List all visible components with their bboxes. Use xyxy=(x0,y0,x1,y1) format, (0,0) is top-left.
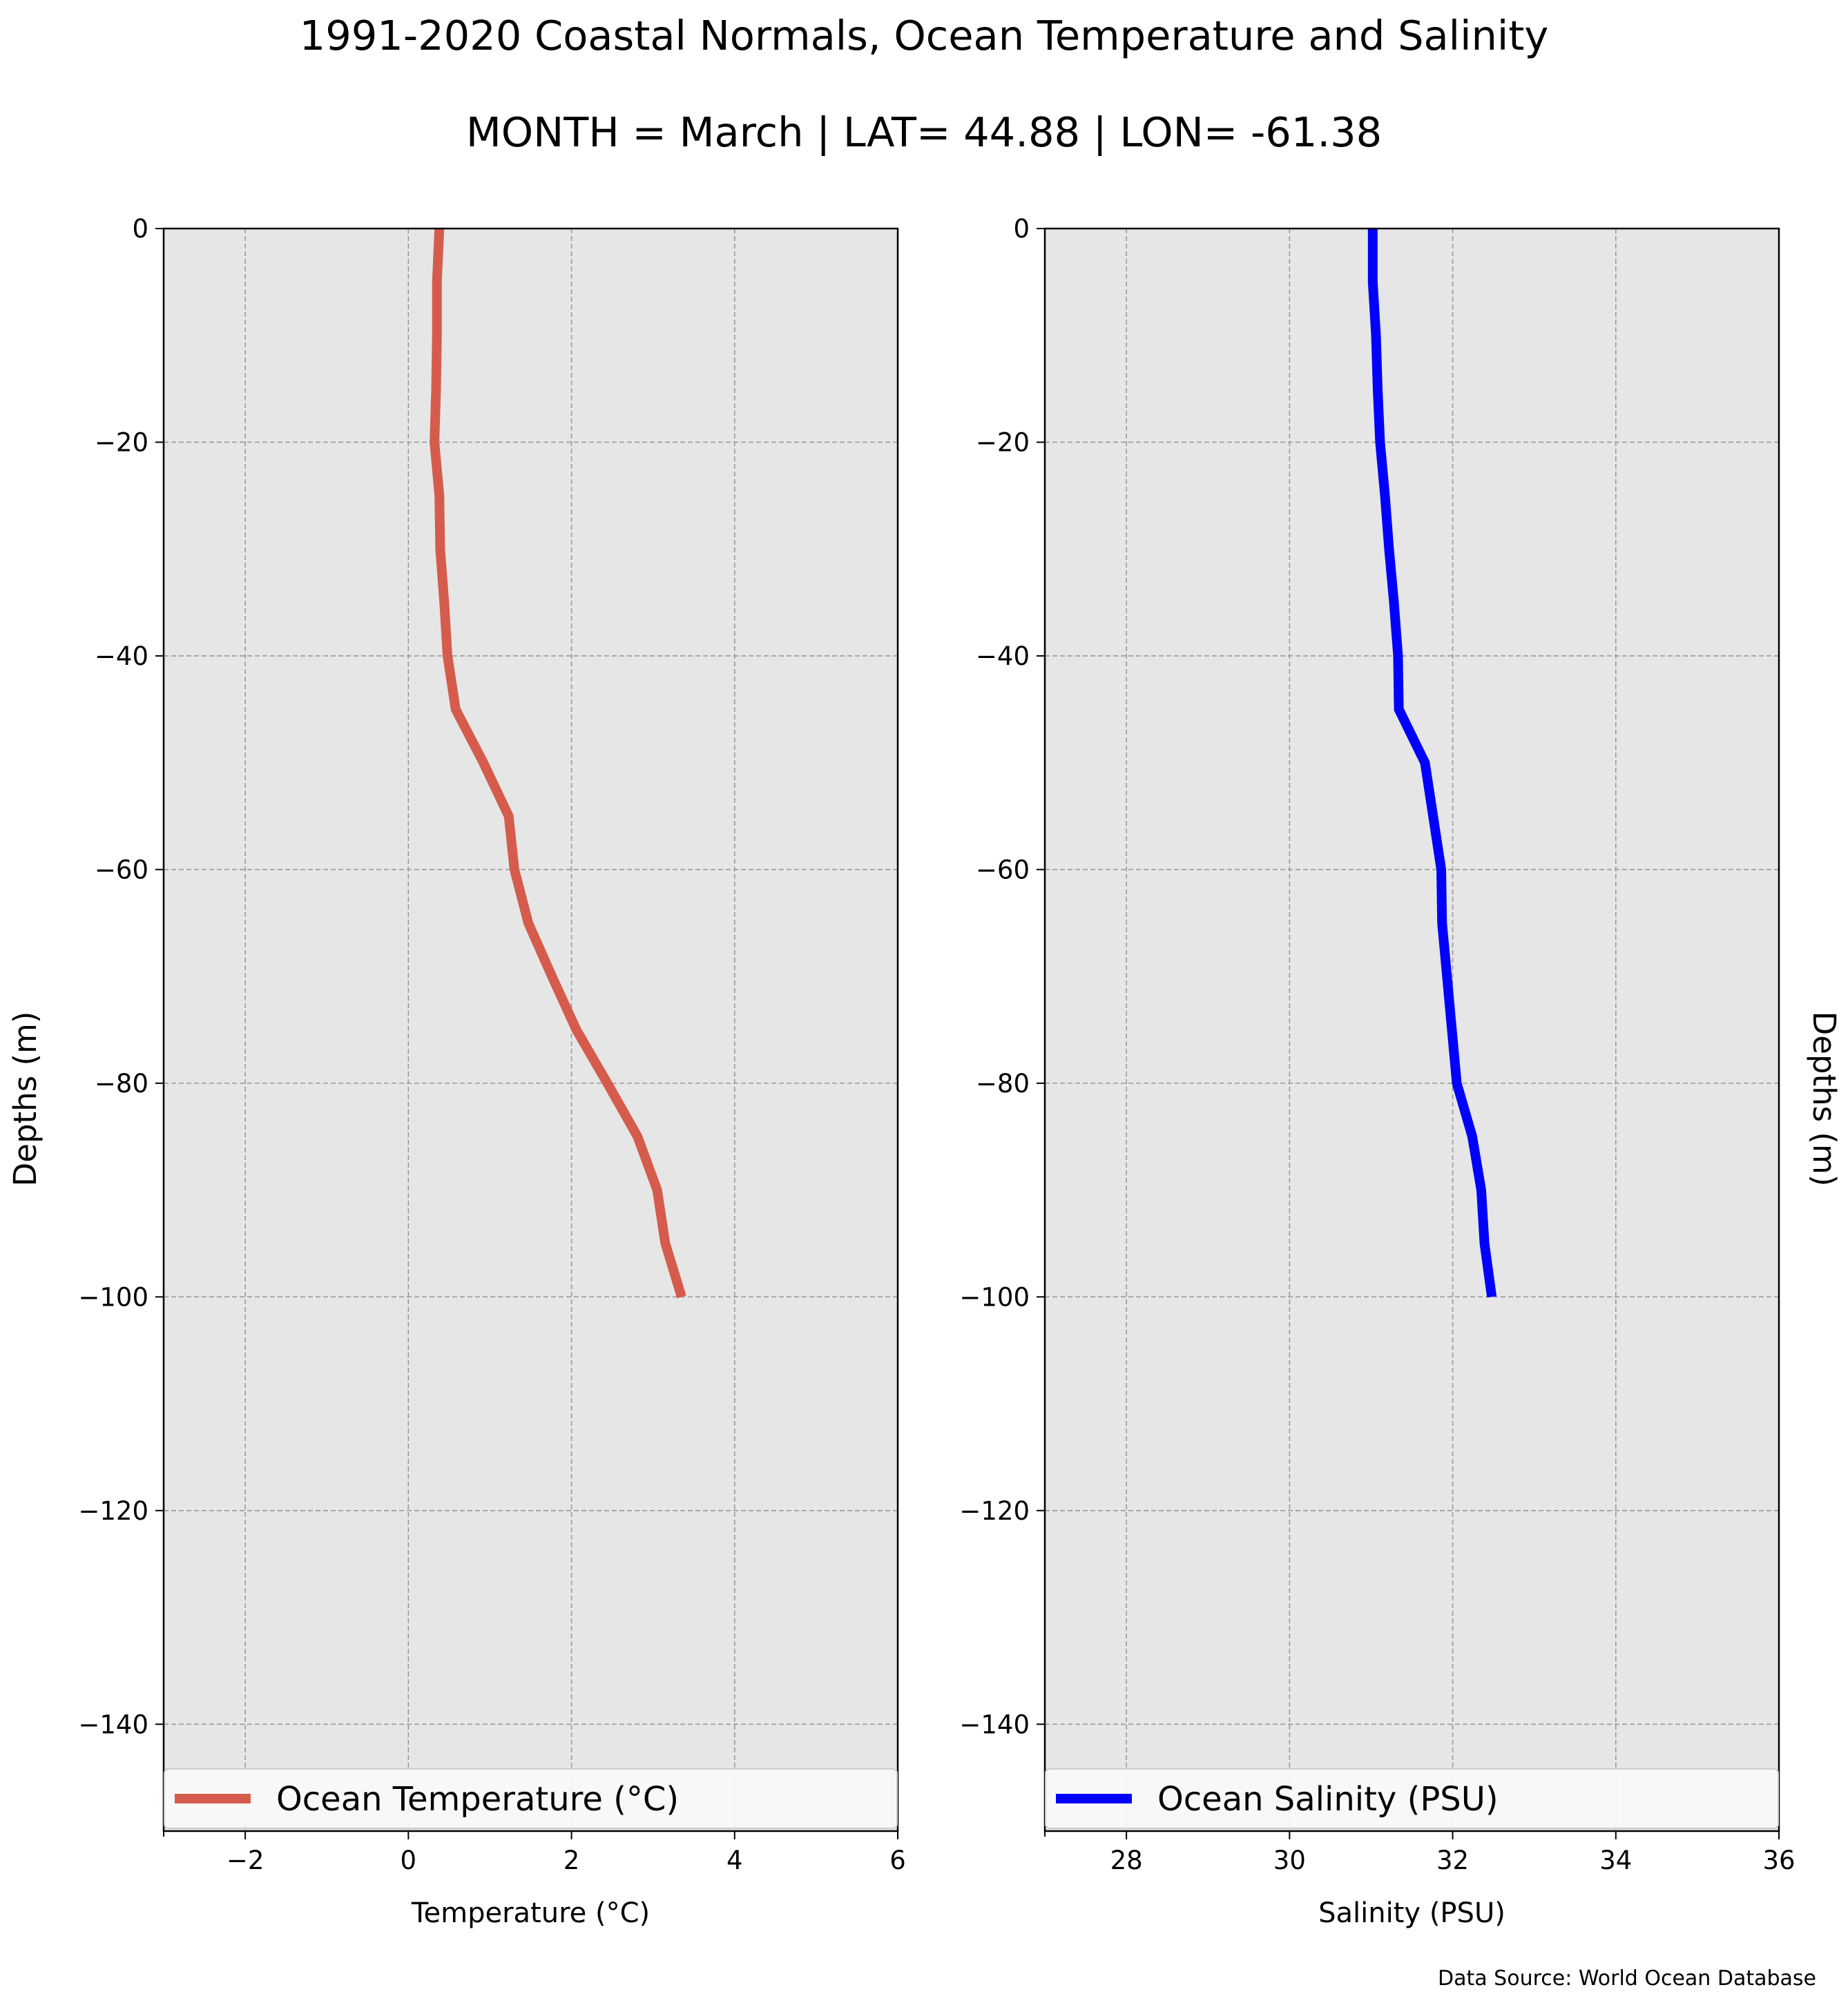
salinity-data-point xyxy=(1471,1136,1473,1138)
temperature-legend-label: Ocean Temperature (°C) xyxy=(276,1780,679,1819)
salinity-data-point xyxy=(1456,1082,1458,1084)
temperature-ytick-label: −140 xyxy=(78,1710,148,1739)
salinity-data-point xyxy=(1432,815,1434,817)
salinity-data-point xyxy=(1375,334,1377,336)
salinity-ytick-label: 0 xyxy=(1013,214,1030,244)
salinity-ytick-label: −40 xyxy=(976,641,1030,671)
salinity-data-point xyxy=(1398,708,1400,710)
salinity-data-point xyxy=(1379,441,1381,443)
temperature-data-point xyxy=(681,1296,683,1298)
temperature-ytick-label: −120 xyxy=(78,1496,148,1526)
temperature-data-point xyxy=(436,334,438,336)
salinity-yaxis-label: Depths (m) xyxy=(1806,1012,1842,1187)
salinity-data-point xyxy=(1393,601,1395,603)
temperature-plot-area xyxy=(164,229,898,1831)
temperature-data-point xyxy=(443,601,445,603)
salinity-ytick-label: −120 xyxy=(959,1496,1030,1526)
salinity-xtick-label: 32 xyxy=(1436,1846,1469,1875)
salinity-data-point xyxy=(1441,869,1443,871)
salinity-xtick-label: 36 xyxy=(1762,1846,1795,1875)
temperature-data-point xyxy=(482,762,484,764)
temperature-data-point xyxy=(575,1029,577,1031)
salinity-ytick-label: −100 xyxy=(959,1282,1030,1312)
figure-title: 1991-2020 Coastal Normals, Ocean Tempera… xyxy=(300,12,1549,59)
temperature-xtick-label: 6 xyxy=(889,1846,906,1875)
temperature-ytick-label: −20 xyxy=(95,427,148,457)
temperature-data-point xyxy=(436,281,438,283)
temperature-data-point xyxy=(439,548,441,550)
temperature-series-line xyxy=(430,228,686,1299)
salinity-xtick-label: 28 xyxy=(1110,1846,1143,1875)
salinity-legend-box xyxy=(1045,1768,1779,1829)
salinity-data-point xyxy=(1376,388,1378,390)
salinity-ytick-label: −60 xyxy=(976,855,1030,884)
temperature-data-point xyxy=(454,708,456,710)
temperature-xtick-label: 2 xyxy=(564,1846,580,1875)
temperature-data-point xyxy=(656,1189,658,1191)
salinity-series-line xyxy=(1367,229,1497,1298)
temperature-ytick-label: 0 xyxy=(132,214,148,244)
temperature-data-point xyxy=(447,655,449,657)
temperature-data-point xyxy=(606,1082,608,1084)
temperature-legend-box xyxy=(164,1768,898,1829)
salinity-panel: 28 30 32 34 36 0 −20 −40 −60 −80 −100 −120 −140 Salin… xyxy=(959,214,1842,1929)
salinity-ytick-label: −140 xyxy=(959,1710,1030,1739)
figure-subtitle: MONTH = March | LAT= 44.88 | LON= -61.38 xyxy=(466,108,1382,156)
temperature-xtick-label: −2 xyxy=(227,1846,264,1875)
salinity-axes-frame xyxy=(1043,227,1780,1832)
salinity-legend-label: Ocean Salinity (PSU) xyxy=(1157,1780,1499,1819)
temperature-xaxis-label: Temperature (°C) xyxy=(411,1897,650,1929)
temperature-xtick-label: 0 xyxy=(401,1846,417,1875)
salinity-data-point xyxy=(1424,762,1426,764)
salinity-ytick-label: −20 xyxy=(976,427,1030,457)
salinity-data-point xyxy=(1451,1029,1453,1031)
salinity-xtick-label: 30 xyxy=(1273,1846,1306,1875)
temperature-data-point xyxy=(439,494,441,496)
salinity-data-point xyxy=(1441,922,1443,924)
temperature-data-point xyxy=(637,1136,639,1138)
temperature-data-point xyxy=(508,815,510,817)
temperature-yaxis-label: Depths (m) xyxy=(7,1012,44,1187)
temperature-data-point xyxy=(513,869,515,871)
salinity-data-point xyxy=(1480,1189,1482,1191)
salinity-data-point xyxy=(1384,494,1386,496)
salinity-xaxis-label: Salinity (PSU) xyxy=(1318,1897,1505,1929)
salinity-plot-area xyxy=(1045,229,1779,1831)
salinity-xtick-label: 34 xyxy=(1599,1846,1632,1875)
temperature-ytick-label: −60 xyxy=(95,855,148,884)
temperature-panel: −2 0 2 4 60−20−40−60−80−100−120−140Temperatu… xyxy=(7,214,906,1929)
temperature-xtick-label: 4 xyxy=(726,1846,743,1875)
temperature-ytick-label: −40 xyxy=(95,641,148,671)
data-source-note: Data Source: World Ocean Database xyxy=(1438,1966,1816,1991)
salinity-data-point xyxy=(1483,1242,1485,1244)
temperature-data-point xyxy=(527,922,529,924)
temperature-axes-frame xyxy=(162,227,899,1832)
temperature-ytick-label: −80 xyxy=(95,1069,148,1099)
salinity-data-point xyxy=(1397,655,1399,657)
salinity-data-point xyxy=(1388,548,1390,550)
temperature-data-point xyxy=(435,388,437,390)
temperature-ytick-label: −100 xyxy=(78,1282,148,1312)
salinity-data-point xyxy=(1491,1296,1493,1298)
temperature-data-point xyxy=(434,441,436,443)
salinity-ytick-label: −80 xyxy=(976,1069,1030,1099)
temperature-data-point xyxy=(551,976,553,978)
salinity-data-point xyxy=(1446,976,1448,978)
temperature-data-point xyxy=(664,1242,666,1244)
salinity-data-point xyxy=(1371,281,1374,283)
